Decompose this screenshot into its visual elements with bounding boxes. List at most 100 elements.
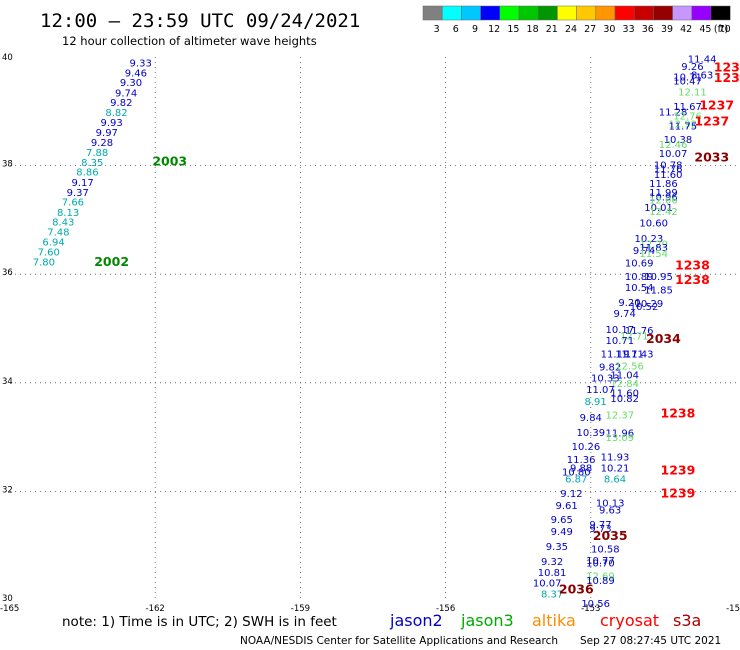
wave-height-label: 8.43: [52, 218, 74, 229]
pass-time-label: 2002: [94, 254, 129, 269]
wave-height-label: 7.88: [86, 148, 108, 159]
wave-height-label: 11.28: [659, 107, 688, 118]
wave-height-label: 13.09: [606, 433, 635, 444]
color-swatch: [499, 5, 520, 21]
wave-height-label: 11.71: [615, 350, 644, 361]
color-scale-unit: (ft): [714, 24, 728, 35]
color-scale-label: 70: [719, 24, 731, 35]
pass-time-label: 1237: [699, 97, 734, 112]
wave-height-label: 10.58: [591, 545, 620, 556]
color-swatch: [461, 5, 481, 21]
y-tick-label: 34: [2, 377, 13, 387]
y-tick-label: 40: [2, 53, 13, 63]
y-tick-label: 32: [2, 485, 13, 495]
chart-title: 12:00 – 23:59 UTC 09/24/2021: [40, 10, 360, 32]
pass-time-label: 1237: [714, 70, 740, 85]
pass-time-label: 1236: [714, 59, 740, 74]
wave-height-label: 10.95: [644, 272, 673, 283]
wave-height-label: 9.73: [589, 524, 611, 535]
wave-height-label: 9.20: [618, 298, 640, 309]
wave-height-label: 12.76: [673, 112, 702, 123]
wave-height-label: 9.37: [67, 188, 89, 199]
wave-height-label: 9.65: [551, 515, 573, 526]
wave-height-label: 10.23: [635, 234, 664, 245]
wave-height-label: 9.30: [120, 78, 142, 89]
wave-height-label: 6.87: [565, 474, 587, 485]
wave-height-label: 11.19: [601, 350, 630, 361]
wave-height-label: 8.86: [76, 168, 98, 179]
legend-altika: altika: [532, 611, 576, 630]
wave-height-label: 11.83: [639, 243, 668, 254]
wave-height-label: 11.75: [668, 122, 697, 133]
wave-height-label: 10.33: [591, 373, 620, 384]
color-scale-label: 9: [472, 24, 478, 35]
color-scale-label: 33: [623, 24, 635, 35]
wave-height-label: 10.29: [635, 299, 664, 310]
satellite-legend: jason2 jason3 altika cryosat s3a: [389, 611, 701, 630]
x-tick-label: -165: [0, 604, 19, 614]
wave-height-label: 12.69: [586, 572, 615, 583]
wave-height-label: 10.13: [596, 498, 625, 509]
wave-height-label: 9.49: [551, 527, 573, 538]
wave-height-label: 12.11: [678, 87, 707, 98]
wave-height-label: 9.26: [681, 62, 703, 73]
wave-height-label: 10.89: [586, 576, 615, 587]
wave-height-label: 11.60: [654, 170, 683, 181]
wave-height-label: 12.42: [649, 207, 678, 218]
wave-height-label: 12.71: [620, 332, 649, 343]
color-swatch: [653, 5, 673, 21]
wave-height-label: 10.07: [659, 149, 688, 160]
color-swatch: [633, 5, 654, 21]
wave-height-label: 8.82: [105, 108, 127, 119]
pass-time-label: 1239: [661, 462, 696, 477]
color-scale-label: 6: [453, 24, 459, 35]
wave-height-label: 10.52: [630, 302, 659, 313]
wave-height-label: 9.12: [560, 489, 582, 500]
wave-height-label: 12.84: [610, 379, 639, 390]
color-scale-label: 15: [507, 24, 519, 35]
wave-height-label: 9.46: [125, 68, 147, 79]
y-tick-label: 36: [2, 268, 13, 278]
wave-height-label: 9.35: [546, 542, 568, 553]
color-scale-label: 21: [546, 24, 558, 35]
wave-height-label: 11.67: [673, 102, 702, 113]
legend-cryosat: cryosat: [600, 611, 659, 630]
wave-height-label: 9.74: [633, 246, 655, 257]
wave-height-label: 9.74: [614, 309, 636, 320]
wave-height-label: 10.54: [625, 283, 654, 294]
footer-timestamp: Sep 27 08:27:45 UTC 2021: [580, 635, 721, 647]
wave-height-label: 10.89: [625, 272, 654, 283]
wave-height-label: 10.78: [654, 161, 683, 172]
pass-time-label: 1237: [694, 114, 729, 129]
wave-height-label: 12.06: [649, 195, 678, 206]
pass-time-label: 2036: [559, 582, 594, 597]
wave-height-label: 9.82: [110, 98, 132, 109]
color-swatch: [576, 5, 597, 21]
wave-height-label: 8.91: [585, 397, 607, 408]
wave-height-label: 10.80: [562, 467, 591, 478]
wave-height-label: 12.46: [659, 140, 688, 151]
wave-height-label: 11.07: [586, 385, 615, 396]
wave-height-label: 10.21: [601, 464, 630, 475]
color-swatch: [422, 5, 443, 21]
wave-height-label: 8.63: [691, 70, 713, 81]
color-swatch: [710, 5, 731, 21]
color-swatch: [691, 5, 712, 21]
pass-time-label: 1238: [661, 405, 696, 420]
wave-height-label: 10.07: [533, 579, 562, 590]
color-scale-label: 42: [680, 24, 692, 35]
color-scale-label: 24: [565, 24, 577, 35]
wave-height-label: 6.94: [42, 238, 64, 249]
wave-height-label: 11.76: [625, 326, 654, 337]
color-scale-label: 36: [642, 24, 654, 35]
wave-height-label: 9.74: [115, 88, 137, 99]
wave-height-label: 10.71: [606, 336, 635, 347]
wave-height-label: 7.66: [62, 198, 84, 209]
color-swatch: [537, 5, 558, 21]
wave-height-label: 10.56: [581, 599, 610, 610]
color-scale-bar: 3 6 9 12 15 18 21 24 27 30 33 36 39 42 45 70(ft): [422, 5, 731, 35]
wave-height-label: 9.32: [541, 557, 563, 568]
wave-height-label: 8.35: [81, 158, 103, 169]
